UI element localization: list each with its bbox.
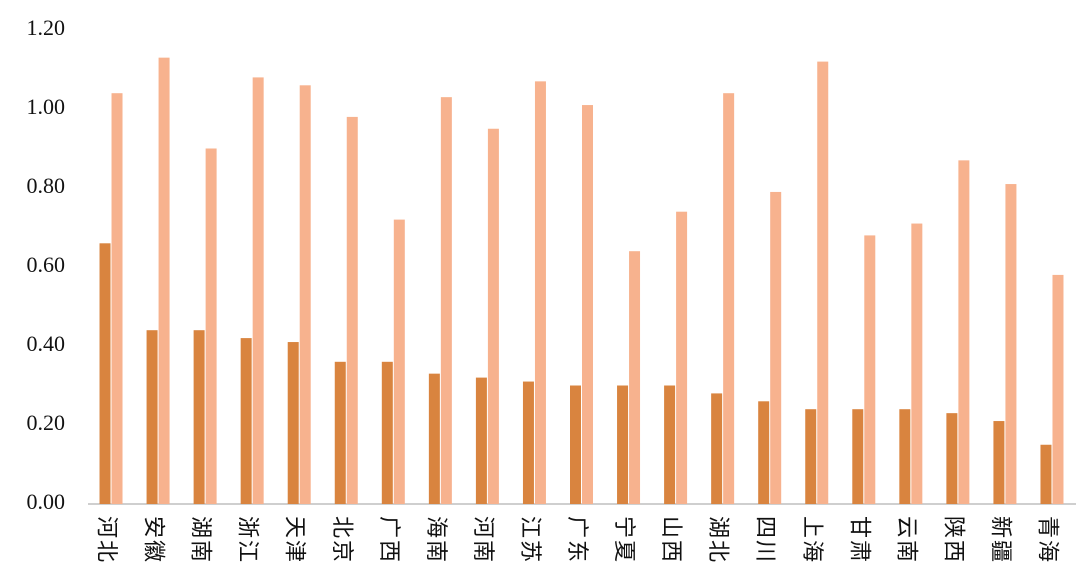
x-tick-label: 陕西	[940, 516, 965, 564]
x-tick-label: 浙江	[235, 516, 260, 564]
bar	[676, 211, 688, 504]
x-tick-label: 云南	[893, 516, 918, 564]
x-tick-label: 天津	[282, 516, 307, 564]
x-tick-label: 湖南	[188, 516, 213, 564]
y-tick-label: 1.00	[27, 94, 66, 119]
x-tick-label: 安徽	[141, 516, 166, 564]
bar	[346, 116, 358, 505]
bar	[911, 223, 923, 505]
bar	[1040, 444, 1052, 504]
bar	[993, 421, 1005, 504]
y-tick-label: 0.40	[27, 331, 66, 356]
y-tick-label: 0.80	[27, 173, 66, 198]
bar	[240, 338, 252, 504]
bar	[534, 81, 546, 504]
bar	[428, 373, 440, 504]
bar	[864, 235, 876, 504]
bar	[522, 381, 534, 504]
bar	[958, 160, 970, 504]
x-tick-label: 四川	[752, 516, 777, 564]
bar	[440, 97, 452, 505]
x-tick-label: 北京	[329, 516, 354, 564]
bar	[758, 401, 770, 504]
bar	[711, 393, 723, 504]
bar	[852, 409, 864, 504]
bar	[299, 85, 311, 505]
x-tick-label: 宁夏	[611, 516, 636, 564]
x-tick-label: 新疆	[987, 516, 1012, 564]
y-tick-label: 1.20	[27, 15, 66, 40]
x-tick-label: 河南	[470, 516, 495, 564]
x-tick-label: 江苏	[517, 516, 542, 564]
x-tick-label: 海南	[423, 516, 448, 564]
bar	[193, 330, 205, 504]
bar	[393, 219, 405, 504]
bar	[1052, 274, 1064, 504]
bar	[111, 93, 123, 504]
bar	[381, 361, 393, 504]
bar	[946, 413, 958, 504]
bar	[205, 148, 217, 504]
bar	[158, 57, 170, 505]
x-tick-label: 广东	[564, 516, 589, 564]
bar	[570, 385, 581, 504]
bar	[582, 105, 593, 505]
x-tick-label: 河北	[94, 516, 119, 564]
bar	[475, 377, 487, 504]
bar	[99, 243, 111, 505]
bar	[817, 61, 829, 504]
y-tick-label: 0.60	[27, 252, 66, 277]
x-tick-label: 广西	[376, 516, 401, 564]
bar	[334, 361, 346, 504]
bar	[723, 93, 735, 504]
bar	[617, 385, 629, 504]
bar	[146, 330, 158, 504]
x-tick-label: 湖北	[705, 516, 730, 564]
bar	[664, 385, 676, 504]
x-tick-label: 上海	[799, 516, 824, 564]
bar	[805, 409, 817, 504]
x-tick-label: 山西	[658, 516, 683, 564]
bar	[487, 128, 499, 504]
x-tick-label: 甘肃	[846, 516, 871, 564]
bar	[629, 251, 641, 504]
bar	[770, 191, 782, 504]
y-tick-label: 0.00	[27, 489, 66, 514]
bar	[899, 409, 911, 504]
y-tick-label: 0.20	[27, 410, 66, 435]
bar	[1005, 184, 1017, 505]
bar	[252, 77, 264, 505]
bar	[287, 342, 299, 504]
x-tick-label: 青海	[1034, 516, 1059, 564]
